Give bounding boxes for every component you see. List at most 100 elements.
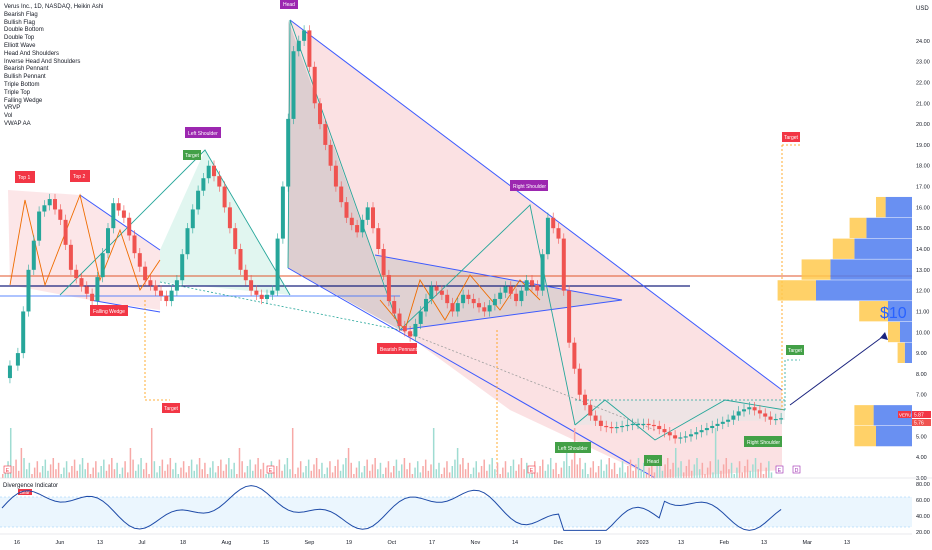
price-axis[interactable]: USD 24.00 23.00 22.00 21.00 20.00 19.00 18.00 1… (916, 6, 930, 482)
oscillator-title[interactable]: Divergence Indicator (3, 483, 58, 489)
volume-bar (496, 462, 499, 478)
volume-bar (643, 462, 645, 478)
volume-bar (228, 458, 230, 478)
volume-bar (281, 470, 283, 478)
candle-body (180, 254, 185, 281)
price-tick: 13.00 (916, 268, 930, 274)
candle-body (121, 210, 126, 218)
volume-bar (629, 459, 632, 478)
volume-bar (754, 458, 757, 478)
candle-body (339, 186, 344, 203)
volume-bar (480, 466, 483, 478)
time-tick: 16 (14, 540, 20, 546)
candle-body (333, 165, 338, 187)
indicator-item[interactable]: Elliott Wave (4, 42, 36, 49)
candle-body (222, 186, 227, 208)
indicator-item[interactable]: Head And Shoulders (4, 50, 60, 57)
volume-bar (454, 459, 456, 478)
candle-body (636, 423, 640, 426)
volume-bar (547, 464, 549, 478)
indicator-item[interactable]: Bullish Flag (4, 19, 36, 26)
volume-bar (233, 462, 235, 478)
candle-body (185, 228, 190, 255)
candle-body (508, 286, 513, 294)
volume-bar (709, 461, 712, 478)
volume-bar (222, 470, 225, 478)
volume-bar (603, 470, 605, 478)
price-tick: 20.00 (916, 122, 930, 128)
candle-body (604, 425, 609, 428)
vp-bar-up (854, 238, 912, 259)
svg-text:D: D (795, 468, 799, 474)
candle-body (466, 294, 471, 299)
candle-body (21, 311, 26, 354)
candle-body (588, 405, 593, 416)
indicator-item[interactable]: VRVP (4, 105, 21, 112)
volume-bar (371, 464, 374, 478)
candle-body (371, 207, 375, 229)
time-tick: Mar (803, 540, 813, 546)
time-tick: Jun (56, 540, 65, 546)
price-tick: 3.00 (916, 476, 927, 482)
volume-bar (419, 472, 422, 478)
volume-bar (576, 464, 579, 478)
time-axis[interactable]: 16 Jun 13 Jul 18 Aug 15 Sep 19 Oct 17 Nov 14 Dec 19 202… (14, 540, 850, 546)
tag-falling-wedge: Falling Wedge (90, 305, 128, 316)
volume-bar (337, 459, 339, 478)
volume-bar (422, 466, 424, 478)
volume-bar (523, 469, 525, 478)
volume-bar (701, 462, 704, 478)
candle-body (715, 423, 720, 426)
candle-body (583, 394, 587, 406)
svg-text:Left Shoulder: Left Shoulder (188, 131, 218, 137)
vp-bar-up (873, 405, 912, 426)
indicator-item[interactable]: VWAP AA (4, 120, 31, 127)
volume-bar (113, 469, 116, 478)
indicator-item[interactable]: Bearish Flag (4, 11, 38, 18)
indicator-item[interactable]: Double Top (4, 35, 35, 42)
indicator-item[interactable]: Bearish Pennant (4, 66, 49, 73)
vp-bar-up (876, 425, 912, 447)
volume-bar (321, 462, 323, 478)
indicator-item[interactable]: Vol (4, 113, 13, 120)
indicator-item[interactable]: Double Bottom (4, 27, 44, 34)
indicator-item[interactable]: Triple Bottom (4, 81, 40, 88)
volume-bar (76, 470, 78, 478)
volume-bar (254, 464, 257, 478)
volume-bar (427, 470, 430, 478)
candle-body (318, 103, 322, 125)
candle-body (487, 305, 492, 312)
indicator-item[interactable]: Bullish Pennant (4, 74, 46, 81)
volume-bar (510, 466, 512, 478)
candle-body (736, 411, 741, 416)
volume-bar (475, 461, 477, 478)
volume-bar (302, 472, 305, 478)
candle-body (137, 253, 142, 267)
volume-bar (20, 448, 23, 478)
volume-bar (722, 464, 725, 478)
volume-bar (526, 462, 528, 478)
candle-body (630, 423, 635, 426)
candle-body (524, 280, 529, 291)
indicator-item[interactable]: Triple Top (4, 89, 31, 96)
volume-bar (15, 459, 17, 478)
volume-bar (286, 458, 289, 478)
candle-body (763, 413, 768, 417)
symbol-line[interactable]: Verus Inc., 1D, NASDAQ, Heikin Ashi (4, 4, 104, 10)
tag-top1: Top 1 (15, 171, 35, 183)
candle-body (402, 326, 407, 332)
volume-bar (87, 462, 89, 478)
volume-bar (164, 470, 166, 478)
volume-bar (635, 464, 637, 478)
vp-bar-up (885, 196, 912, 218)
indicator-item[interactable]: Falling Wedge (4, 97, 43, 104)
indicator-item[interactable]: Inverse Head And Shoulders (4, 58, 81, 65)
time-tick: 2023 (637, 540, 649, 546)
event-markers[interactable]: E E E E D (3, 465, 801, 474)
volume-bar (770, 472, 773, 478)
volume-bar (65, 461, 68, 478)
volume-bar (201, 469, 203, 478)
volume-bar (238, 448, 241, 478)
candle-body (397, 313, 402, 327)
